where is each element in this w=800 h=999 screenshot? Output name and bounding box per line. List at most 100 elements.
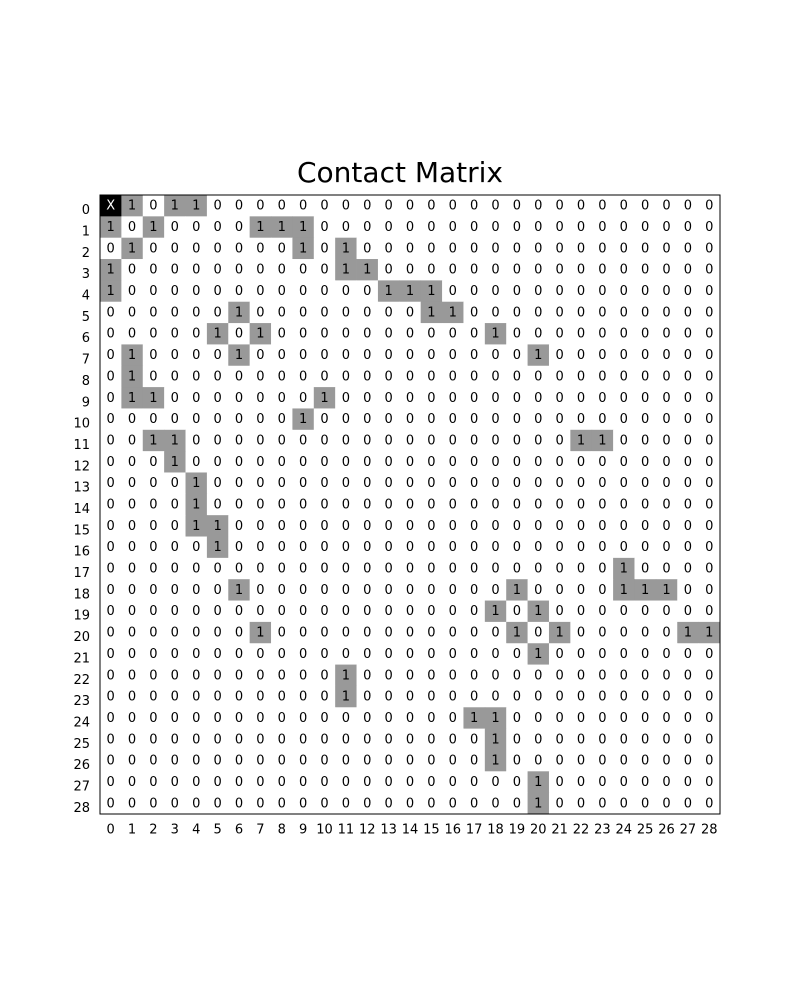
matrix-cell-label-25-26: 0 [662,732,670,747]
matrix-cell-label-9-21: 0 [556,391,564,406]
matrix-cell-label-10-27: 0 [684,412,692,427]
matrix-cell-label-2-28: 0 [705,241,713,256]
matrix-cell-21-28 [698,643,721,665]
matrix-cell-label-14-1: 0 [128,498,136,513]
matrix-cell-16-21 [548,536,571,559]
matrix-cell-23-8 [271,685,293,708]
matrix-cell-6-26 [655,323,678,345]
matrix-cell-13-7 [249,472,272,495]
matrix-cell-23-17 [463,685,486,708]
matrix-cell-label-20-14: 0 [406,626,414,641]
matrix-cell-24-18 [484,707,507,730]
matrix-cell-label-2-15: 0 [427,241,435,256]
matrix-cell-13-20 [527,472,550,495]
matrix-cell-5-14 [399,301,422,324]
matrix-cell-23-20 [527,685,550,708]
matrix-cell-label-14-10: 0 [320,498,328,513]
matrix-cell-25-2 [142,728,165,751]
matrix-cell-20-9 [292,621,315,644]
matrix-cell-3-9 [292,259,315,281]
matrix-cell-label-18-10: 0 [320,583,328,598]
matrix-cell-label-28-10: 0 [320,796,328,811]
matrix-cell-label-18-17: 0 [470,583,478,598]
matrix-cell-6-15 [420,323,443,345]
matrix-cell-10-13 [377,408,400,431]
matrix-cell-25-23 [591,728,614,751]
matrix-cell-28-6 [228,792,251,815]
matrix-cell-10-24 [613,408,635,431]
matrix-cell-13-5 [206,472,229,495]
matrix-cell-6-4 [185,323,208,345]
matrix-cell-label-25-25: 0 [641,732,649,747]
matrix-cell-7-25 [634,344,657,367]
matrix-cell-label-12-18: 0 [491,455,499,470]
matrix-cell-11-15 [420,429,443,452]
matrix-cell-label-8-20: 0 [534,369,542,384]
matrix-cell-21-12 [356,643,379,665]
matrix-cell-17-4 [185,557,208,580]
matrix-cell-label-20-2: 0 [149,626,157,641]
matrix-cell-28-3 [164,792,186,815]
matrix-cell-label-11-23: 1 [598,433,606,448]
matrix-cell-label-4-8: 0 [278,284,286,299]
matrix-cell-label-0-25: 0 [641,199,649,214]
y-tick-label-23: 23 [73,694,90,709]
matrix-cell-label-4-1: 0 [128,284,136,299]
matrix-cell-label-21-1: 0 [128,647,136,662]
matrix-cell-25-7 [249,728,272,751]
matrix-cell-23-23 [591,685,614,708]
matrix-cell-16-1 [121,536,144,559]
matrix-cell-label-6-22: 0 [577,327,585,342]
matrix-cell-4-3 [164,280,186,303]
matrix-cell-label-26-13: 0 [384,754,392,769]
x-tick-label-14: 14 [402,823,419,838]
matrix-cell-label-24-2: 0 [149,711,157,726]
matrix-cell-label-6-1: 0 [128,327,136,342]
matrix-cell-18-8 [271,579,293,601]
matrix-cell-28-16 [442,792,464,815]
matrix-cell-label-12-25: 0 [641,455,649,470]
matrix-cell-label-6-13: 0 [384,327,392,342]
matrix-cell-label-26-16: 0 [449,754,457,769]
matrix-cell-label-2-1: 1 [128,241,136,256]
matrix-cell-7-16 [442,344,464,367]
matrix-cell-label-15-23: 0 [598,519,606,534]
matrix-cell-label-12-13: 0 [384,455,392,470]
x-tick-label-28: 28 [701,823,718,838]
matrix-cell-14-13 [377,493,400,516]
matrix-cell-21-8 [271,643,293,665]
matrix-cell-4-26 [655,280,678,303]
matrix-cell-label-21-16: 0 [449,647,457,662]
x-tick-label-2: 2 [149,823,157,838]
matrix-cell-label-7-0: 0 [107,348,115,363]
matrix-cell-21-16 [442,643,464,665]
matrix-cell-label-5-18: 0 [491,305,499,320]
matrix-cell-label-20-22: 0 [577,626,585,641]
matrix-cell-label-15-8: 0 [278,519,286,534]
matrix-cell-22-18 [484,664,507,687]
matrix-cell-7-6 [228,344,251,367]
matrix-cell-label-7-17: 0 [470,348,478,363]
matrix-cell-3-24 [613,259,635,281]
matrix-cell-label-14-23: 0 [598,498,606,513]
matrix-cell-label-27-28: 0 [705,775,713,790]
matrix-cell-24-17 [463,707,486,730]
matrix-cell-5-12 [356,301,379,324]
matrix-cell-label-14-11: 0 [342,498,350,513]
matrix-cell-label-3-13: 0 [384,263,392,278]
matrix-cell-8-24 [613,365,635,388]
matrix-cell-10-14 [399,408,422,431]
matrix-cell-label-23-1: 0 [128,690,136,705]
matrix-cell-12-24 [613,451,635,473]
matrix-cell-3-1 [121,259,144,281]
matrix-cell-27-15 [420,771,443,794]
matrix-cell-label-23-4: 0 [192,690,200,705]
matrix-cell-label-6-25: 0 [641,327,649,342]
matrix-cell-label-18-14: 0 [406,583,414,598]
matrix-cell-27-18 [484,771,507,794]
matrix-cell-label-28-0: 0 [107,796,115,811]
matrix-cell-label-22-22: 0 [577,668,585,683]
matrix-cell-1-5 [206,216,229,239]
matrix-cell-17-6 [228,557,251,580]
matrix-cell-label-5-9: 0 [299,305,307,320]
